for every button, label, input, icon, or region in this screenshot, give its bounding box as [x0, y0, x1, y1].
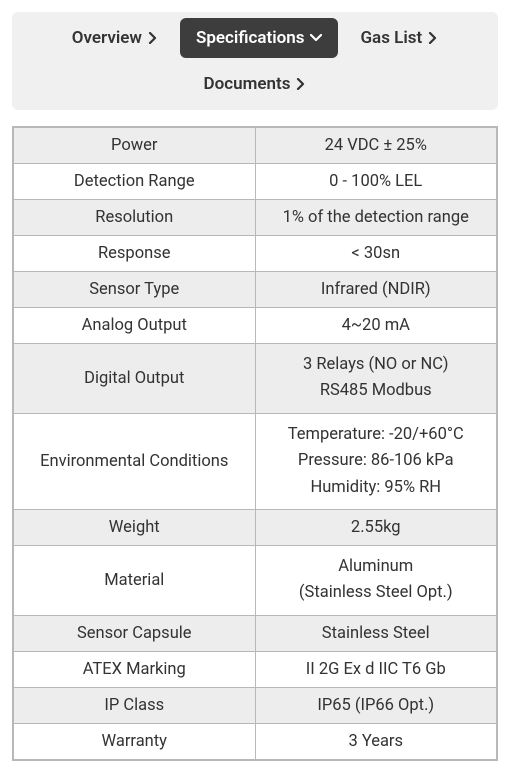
spec-label: Environmental Conditions — [13, 413, 255, 509]
spec-label: Sensor Type — [13, 272, 255, 308]
table-row: ATEX MarkingII 2G Ex d IIC T6 Gb — [13, 651, 497, 687]
table-row: Analog Output4~20 mA — [13, 308, 497, 344]
specifications-table: Power24 VDC ± 25%Detection Range0 - 100%… — [12, 126, 498, 761]
spec-label: Response — [13, 236, 255, 272]
spec-label: Detection Range — [13, 164, 255, 200]
chevron-right-icon — [296, 78, 306, 90]
table-row: Weight2.55kg — [13, 509, 497, 545]
spec-value: 3 Years — [255, 723, 497, 760]
spec-value: Aluminum(Stainless Steel Opt.) — [255, 545, 497, 615]
spec-value: Temperature: -20/+60°CPressure: 86-106 k… — [255, 413, 497, 509]
spec-value: Infrared (NDIR) — [255, 272, 497, 308]
spec-value: 3 Relays (NO or NC)RS485 Modbus — [255, 344, 497, 414]
spec-label: Material — [13, 545, 255, 615]
spec-label: Warranty — [13, 723, 255, 760]
spec-value: Stainless Steel — [255, 615, 497, 651]
spec-label: IP Class — [13, 687, 255, 723]
tab-gas-list-label: Gas List — [360, 28, 422, 48]
spec-value: II 2G Ex d IIC T6 Gb — [255, 651, 497, 687]
chevron-right-icon — [428, 32, 438, 44]
chevron-right-icon — [148, 32, 158, 44]
chevron-down-icon — [310, 33, 322, 43]
tab-overview[interactable]: Overview — [56, 18, 174, 58]
table-row: Detection Range0 - 100% LEL — [13, 164, 497, 200]
tab-gas-list[interactable]: Gas List — [344, 18, 454, 58]
spec-value: < 30sn — [255, 236, 497, 272]
spec-label: Weight — [13, 509, 255, 545]
table-row: IP ClassIP65 (IP66 Opt.) — [13, 687, 497, 723]
spec-label: Resolution — [13, 200, 255, 236]
tabs-bar: Overview Specifications Gas List Documen… — [12, 12, 498, 110]
table-row: Warranty3 Years — [13, 723, 497, 760]
table-row: Power24 VDC ± 25% — [13, 127, 497, 164]
spec-value: 1% of the detection range — [255, 200, 497, 236]
tab-documents[interactable]: Documents — [188, 64, 323, 104]
table-row: Sensor CapsuleStainless Steel — [13, 615, 497, 651]
table-row: Response< 30sn — [13, 236, 497, 272]
table-row: Environmental ConditionsTemperature: -20… — [13, 413, 497, 509]
spec-value: 0 - 100% LEL — [255, 164, 497, 200]
spec-label: Analog Output — [13, 308, 255, 344]
table-row: Sensor TypeInfrared (NDIR) — [13, 272, 497, 308]
table-row: MaterialAluminum(Stainless Steel Opt.) — [13, 545, 497, 615]
tab-overview-label: Overview — [72, 28, 142, 48]
spec-value: IP65 (IP66 Opt.) — [255, 687, 497, 723]
tab-specifications[interactable]: Specifications — [180, 18, 339, 58]
spec-label: Sensor Capsule — [13, 615, 255, 651]
spec-value: 4~20 mA — [255, 308, 497, 344]
spec-label: ATEX Marking — [13, 651, 255, 687]
spec-value: 2.55kg — [255, 509, 497, 545]
tab-documents-label: Documents — [204, 74, 291, 94]
tab-specifications-label: Specifications — [196, 28, 305, 48]
spec-label: Digital Output — [13, 344, 255, 414]
spec-label: Power — [13, 127, 255, 164]
table-row: Resolution1% of the detection range — [13, 200, 497, 236]
spec-value: 24 VDC ± 25% — [255, 127, 497, 164]
table-row: Digital Output3 Relays (NO or NC)RS485 M… — [13, 344, 497, 414]
